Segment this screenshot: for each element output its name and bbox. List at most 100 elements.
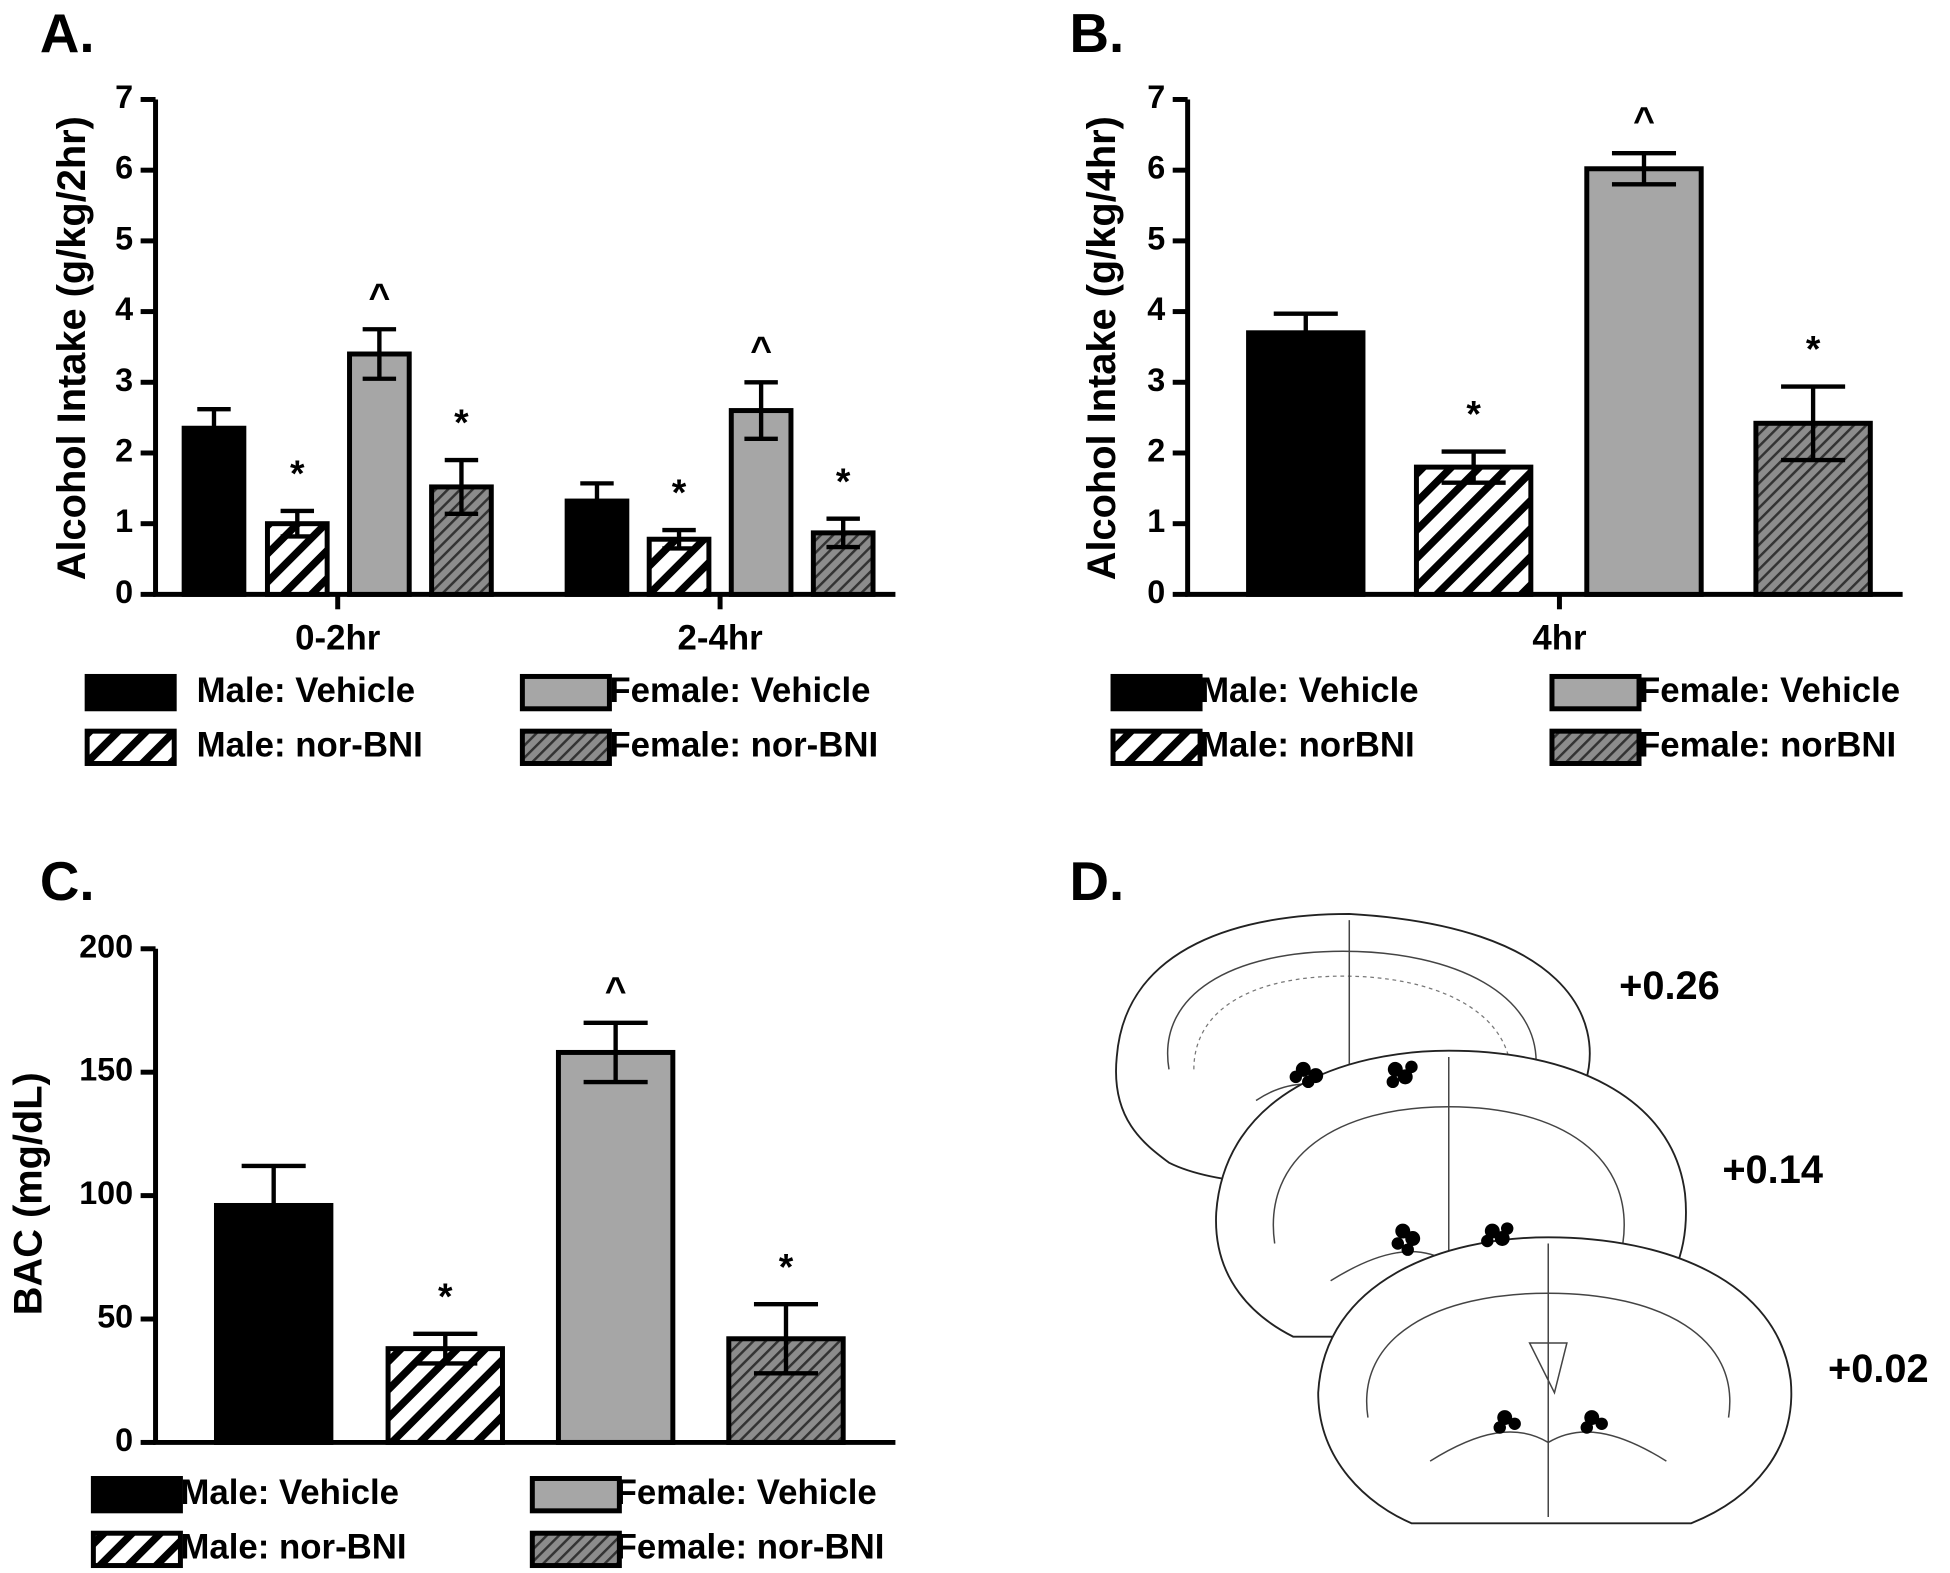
legend-swatch — [84, 728, 177, 766]
bar — [1413, 464, 1534, 597]
legend-swatch — [519, 673, 612, 712]
brain-sections — [1115, 913, 1793, 1525]
error-bar — [197, 406, 231, 450]
error-bar — [580, 481, 614, 521]
legend-swatch — [1110, 728, 1203, 766]
y-tick-label: 2 — [115, 433, 133, 469]
section-label: +0.26 — [1619, 964, 1720, 1008]
legend-label: Female: Vehicle — [616, 1473, 877, 1512]
legend-swatch — [529, 1530, 622, 1569]
y-tick-label: 1 — [1147, 503, 1165, 539]
y-tick-label: 6 — [1147, 150, 1165, 186]
y-axis-label: BAC (mg/dL) — [7, 1072, 51, 1315]
panel-letter: D. — [1070, 850, 1125, 912]
panel-letter: C. — [40, 850, 95, 912]
significance-marker: * — [290, 452, 305, 494]
y-tick-label: 100 — [79, 1175, 133, 1211]
significance-marker: ^ — [605, 969, 627, 1011]
significance-marker: * — [454, 401, 469, 443]
error-bar — [241, 1163, 306, 1248]
significance-marker: * — [779, 1245, 794, 1287]
error-bar — [362, 327, 397, 381]
legend-label: Male: norBNI — [1200, 726, 1415, 765]
y-tick-label: 50 — [97, 1299, 133, 1335]
legend-swatch — [90, 1476, 183, 1514]
y-tick-label: 2 — [1147, 433, 1165, 469]
significance-marker: ^ — [1633, 99, 1655, 141]
error-bar — [1273, 311, 1338, 355]
error-bar — [413, 1331, 478, 1366]
legend-swatch — [84, 673, 177, 712]
y-tick-label: 3 — [1147, 362, 1165, 398]
injection-sites — [1289, 1060, 1608, 1434]
significance-marker: * — [1806, 328, 1821, 370]
legend-swatch — [90, 1530, 183, 1569]
y-tick-label: 3 — [115, 362, 133, 398]
y-tick-label: 150 — [79, 1052, 133, 1088]
y-tick-label: 0 — [115, 1422, 133, 1458]
y-tick-label: 4 — [115, 291, 133, 327]
legend-swatch — [529, 1476, 622, 1514]
legend-label: Female: Vehicle — [1639, 671, 1900, 710]
y-tick-label: 200 — [79, 928, 133, 964]
legend-label: Male: Vehicle — [180, 1473, 399, 1512]
legend-label: Male: Vehicle — [197, 671, 416, 710]
y-axis-label: Alcohol Intake (g/kg/4hr) — [1080, 116, 1124, 580]
legend-swatch — [1549, 728, 1642, 766]
legend-label: Female: Vehicle — [609, 671, 870, 710]
legend-label: Female: norBNI — [1639, 726, 1896, 765]
bar — [181, 425, 247, 597]
x-tick-label: 4hr — [1532, 619, 1587, 658]
y-tick-label: 5 — [115, 220, 133, 256]
section-label: +0.02 — [1828, 1347, 1929, 1391]
y-tick-label: 7 — [1147, 79, 1165, 115]
significance-marker: * — [1466, 393, 1481, 435]
y-tick-label: 0 — [1147, 574, 1165, 610]
x-tick-label: 0-2hr — [295, 619, 381, 658]
y-tick-label: 0 — [115, 574, 133, 610]
bar — [728, 408, 794, 597]
error-bar — [280, 508, 315, 539]
error-bar — [753, 1302, 819, 1376]
y-tick-label: 6 — [115, 150, 133, 186]
legend-label: Male: nor-BNI — [180, 1528, 406, 1567]
legend-label: Female: nor-BNI — [616, 1528, 885, 1567]
bar — [555, 1049, 676, 1445]
panel-letter: B. — [1070, 2, 1125, 64]
brain-section — [1317, 1236, 1793, 1525]
error-bar — [1781, 384, 1846, 463]
legend-swatch — [519, 728, 612, 766]
significance-marker: * — [672, 471, 687, 513]
y-axis-label: Alcohol Intake (g/kg/2hr) — [50, 116, 94, 580]
legend-swatch — [1110, 673, 1203, 712]
error-bar — [1441, 449, 1506, 485]
y-tick-label: 5 — [1147, 220, 1165, 256]
bar — [1753, 420, 1873, 597]
legend-label: Female: nor-BNI — [609, 726, 878, 765]
legend-swatch — [1549, 673, 1642, 712]
significance-marker: ^ — [368, 275, 390, 317]
significance-marker: * — [438, 1275, 453, 1317]
bar — [810, 530, 876, 597]
y-tick-label: 7 — [115, 79, 133, 115]
section-label: +0.14 — [1722, 1148, 1823, 1192]
bar — [1584, 166, 1704, 597]
error-bar — [662, 527, 696, 551]
legend-label: Male: nor-BNI — [197, 726, 423, 765]
significance-marker: * — [836, 460, 851, 502]
y-tick-label: 4 — [1147, 291, 1165, 327]
bar — [1246, 330, 1366, 597]
y-tick-label: 1 — [115, 503, 133, 539]
panel-letter: A. — [40, 2, 95, 64]
error-bar — [444, 457, 479, 516]
error-bar — [826, 516, 860, 550]
bar — [347, 351, 412, 597]
legend-label: Male: Vehicle — [1200, 671, 1419, 710]
error-bar — [1611, 151, 1677, 187]
significance-marker: ^ — [750, 328, 772, 370]
error-bar — [583, 1020, 648, 1085]
error-bar — [744, 380, 778, 442]
x-tick-label: 2-4hr — [678, 619, 764, 658]
